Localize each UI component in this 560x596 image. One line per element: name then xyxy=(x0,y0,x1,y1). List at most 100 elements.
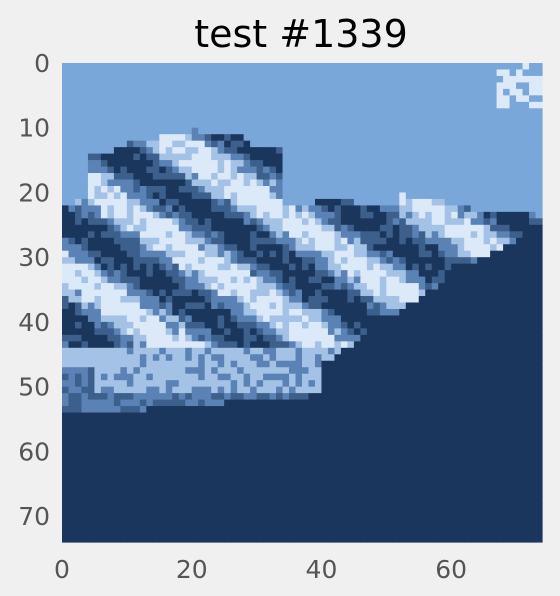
heatmap-cell xyxy=(269,276,277,284)
heatmap-cell xyxy=(120,224,128,232)
heatmap-cell xyxy=(295,198,303,206)
heatmap-cell xyxy=(347,95,355,103)
heatmap-cell xyxy=(165,63,173,71)
heatmap-cell xyxy=(477,250,485,258)
heatmap-cell xyxy=(113,386,121,394)
heatmap-cell xyxy=(133,302,141,310)
heatmap-cell xyxy=(457,88,465,96)
heatmap-cell xyxy=(172,354,180,362)
heatmap-cell xyxy=(360,464,368,472)
heatmap-cell xyxy=(302,69,310,77)
heatmap-cell xyxy=(165,166,173,174)
heatmap-cell xyxy=(470,308,478,317)
heatmap-cell xyxy=(230,302,238,310)
heatmap-cell xyxy=(327,315,336,323)
heatmap-cell xyxy=(211,257,219,265)
heatmap-cell xyxy=(230,315,238,323)
heatmap-cell xyxy=(347,315,355,323)
heatmap-cell xyxy=(191,95,199,103)
heatmap-cell xyxy=(496,367,504,375)
heatmap-cell xyxy=(302,211,310,219)
heatmap-cell xyxy=(360,451,368,459)
heatmap-cell xyxy=(516,244,524,252)
heatmap-cell xyxy=(126,179,134,187)
heatmap-cell xyxy=(198,464,206,472)
heatmap-cell xyxy=(269,198,277,206)
heatmap-cell xyxy=(230,82,238,90)
heatmap-cell xyxy=(198,289,206,297)
heatmap-cell xyxy=(470,328,478,336)
heatmap-cell xyxy=(321,283,329,291)
heatmap-cell xyxy=(405,444,413,452)
heatmap-cell xyxy=(353,296,361,304)
heatmap-cell xyxy=(451,101,459,109)
heatmap-cell xyxy=(535,367,543,375)
heatmap-cell xyxy=(178,179,186,187)
heatmap-cell xyxy=(522,308,530,317)
heatmap-cell xyxy=(126,419,134,427)
heatmap-cell xyxy=(483,373,491,381)
heatmap-cell xyxy=(327,302,336,310)
heatmap-cell xyxy=(379,244,387,252)
heatmap-cell xyxy=(438,464,446,472)
heatmap-cell xyxy=(126,334,134,342)
heatmap-cell xyxy=(243,406,251,414)
heatmap-cell xyxy=(295,412,303,420)
heatmap-cell xyxy=(490,147,498,155)
heatmap-cell xyxy=(308,185,316,194)
heatmap-cell xyxy=(353,386,361,394)
heatmap-cell xyxy=(483,451,491,459)
heatmap-cell xyxy=(289,82,297,90)
heatmap-cell xyxy=(263,95,271,103)
heatmap-cell xyxy=(152,347,160,355)
heatmap-cell xyxy=(172,399,180,407)
heatmap-cell xyxy=(224,296,232,304)
heatmap-cell xyxy=(94,63,102,71)
heatmap-cell xyxy=(464,211,472,219)
heatmap-cell xyxy=(360,347,368,355)
heatmap-cell xyxy=(178,315,186,323)
heatmap-cell xyxy=(113,69,121,77)
heatmap-cell xyxy=(172,108,180,116)
heatmap-cell xyxy=(100,438,109,446)
heatmap-cell xyxy=(379,399,387,407)
heatmap-cell xyxy=(386,283,394,291)
heatmap-cell xyxy=(399,224,407,232)
heatmap-cell xyxy=(360,211,368,219)
heatmap-cell xyxy=(451,218,459,226)
heatmap-cell xyxy=(496,457,504,465)
heatmap-cell xyxy=(373,334,381,342)
heatmap-cell xyxy=(438,108,446,116)
heatmap-cell xyxy=(451,412,459,420)
heatmap-cell xyxy=(386,224,394,232)
heatmap-cell xyxy=(405,250,413,258)
heatmap-cell xyxy=(74,218,83,226)
heatmap-cell xyxy=(269,218,277,226)
heatmap-cell xyxy=(100,270,109,278)
heatmap-cell xyxy=(126,63,134,71)
heatmap-cell xyxy=(237,179,245,187)
heatmap-cell xyxy=(282,192,290,200)
heatmap-cell xyxy=(405,315,413,323)
heatmap-cell xyxy=(353,244,361,252)
heatmap-cell xyxy=(496,134,504,142)
heatmap-cell xyxy=(282,108,290,116)
heatmap-cell xyxy=(464,334,472,342)
heatmap-cell xyxy=(113,457,121,465)
heatmap-cell xyxy=(321,360,329,368)
heatmap-cell xyxy=(347,69,355,77)
heatmap-cell xyxy=(490,425,498,433)
heatmap-cell xyxy=(263,63,271,71)
heatmap-cell xyxy=(62,211,70,219)
heatmap-cell xyxy=(360,205,368,213)
heatmap-cell xyxy=(334,438,342,446)
heatmap-cell xyxy=(230,367,238,375)
heatmap-cell xyxy=(490,270,498,278)
heatmap-cell xyxy=(100,108,109,116)
heatmap-cell xyxy=(418,483,426,491)
heatmap-cell xyxy=(405,63,413,71)
heatmap-cell xyxy=(503,134,511,142)
heatmap-cell xyxy=(360,354,368,362)
heatmap-cell xyxy=(314,386,323,394)
heatmap-cell xyxy=(62,147,70,155)
